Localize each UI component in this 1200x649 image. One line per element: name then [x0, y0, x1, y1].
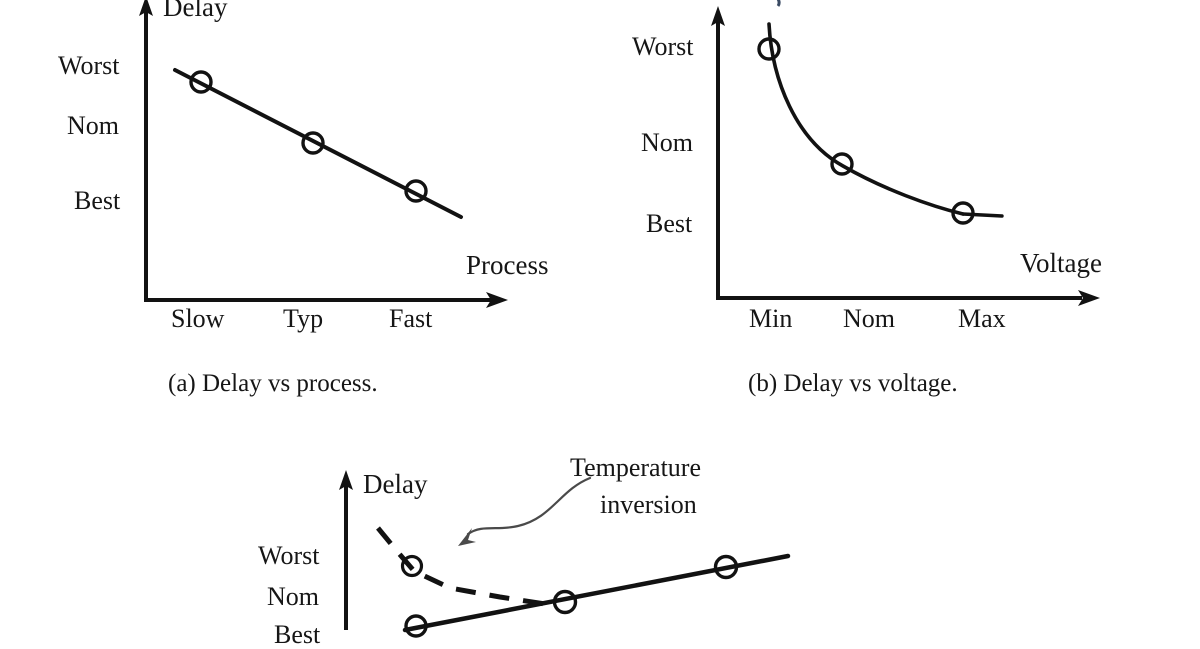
panel-c-y-axis-title: Delay: [363, 469, 428, 499]
panel-b-y-axis-title-clipped: [776, 0, 781, 7]
panel-a-plot: [139, 0, 508, 308]
panel-a-y-axis-title: Delay: [163, 0, 228, 22]
panel-b-marker-max: [951, 201, 975, 225]
panel-b-caption: (b) Delay vs voltage.: [748, 370, 958, 397]
panel-c-annotation-line1: Temperature: [570, 453, 701, 482]
panel-b-x-tick-max: Max: [958, 304, 1006, 333]
panel-c-solid-line: [402, 553, 791, 633]
panel-a-marker-fast: [404, 179, 428, 203]
panel-a-data-line: [173, 68, 463, 219]
panel-c-annotation-line2: inversion: [600, 490, 697, 519]
panel-c-dashed-line: [376, 526, 546, 607]
panel-a-x-axis: [144, 292, 508, 308]
panel-b-marker-nom: [830, 152, 854, 176]
panel-b-plot: [711, 0, 1100, 306]
panel-a-marker-typ: [301, 131, 325, 155]
panel-a-y-axis: [139, 0, 153, 300]
panel-b-y-tick-best: Best: [646, 209, 693, 238]
panel-c-marker-high: [713, 554, 739, 580]
panel-b-x-axis: [716, 290, 1100, 306]
panel-b-y-tick-nom: Nom: [641, 128, 693, 157]
panel-b-data-curve-tail: [961, 212, 1004, 218]
panel-c-marker-inversion: [400, 554, 424, 578]
panel-delay-vs-voltage: Voltage Worst Nom Best Min Nom Max (b) D…: [600, 0, 1200, 420]
panel-a-caption: (a) Delay vs process.: [168, 370, 378, 397]
panel-a-y-tick-nom: Nom: [67, 111, 119, 140]
panel-a-marker-slow: [189, 70, 213, 94]
panel-a-y-tick-best: Best: [74, 186, 121, 215]
panel-b-data-curve: [767, 22, 965, 216]
panel-b-x-tick-nom: Nom: [843, 304, 895, 333]
panel-c-annotation-arrow: [458, 476, 592, 546]
panel-b-x-axis-title: Voltage: [1020, 248, 1102, 278]
panel-b-y-axis: [711, 6, 725, 298]
panel-c-y-tick-worst: Worst: [258, 541, 320, 570]
panel-b-x-tick-min: Min: [749, 304, 793, 333]
panel-a-x-tick-slow: Slow: [171, 304, 225, 333]
panel-a-x-tick-typ: Typ: [283, 304, 324, 333]
panel-b-y-tick-worst: Worst: [632, 32, 694, 61]
panel-delay-vs-temperature: Delay Worst Nom Best Temperature inversi…: [200, 430, 920, 648]
panel-a-y-tick-worst: Worst: [58, 51, 120, 80]
panel-c-plot: [339, 470, 791, 638]
panel-b-marker-min: [757, 37, 781, 61]
panel-c-y-tick-best: Best: [274, 620, 321, 649]
panel-c-y-tick-nom: Nom: [267, 582, 319, 611]
panel-c-y-axis: [339, 470, 353, 630]
panel-a-x-tick-fast: Fast: [389, 304, 433, 333]
panel-delay-vs-process: Delay Process Worst Nom Best Slow Typ Fa…: [0, 0, 600, 420]
panel-c-marker-mid: [552, 589, 578, 615]
panel-a-x-axis-title: Process: [466, 250, 549, 280]
